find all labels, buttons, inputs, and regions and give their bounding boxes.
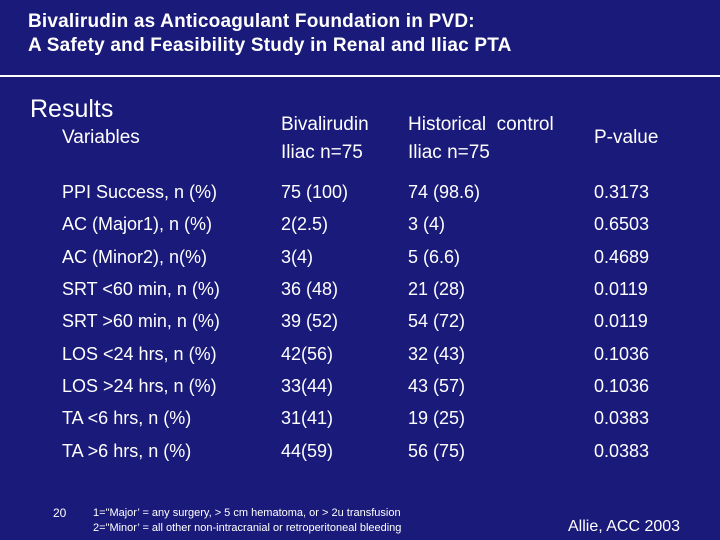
row-variable: LOS <24 hrs, n (%) xyxy=(62,344,217,364)
footnote-line-1: 1="Major’ = any surgery, > 5 cm hematoma… xyxy=(93,507,401,519)
row-bivalirudin-value: 2(2.5) xyxy=(281,214,329,234)
row-historical-value: 32 (43) xyxy=(408,344,466,364)
row-variable: LOS >24 hrs, n (%) xyxy=(62,376,217,396)
table-row: SRT <60 min, n (%) 36 (48) 21 (28) 0.011… xyxy=(0,274,720,304)
title-divider xyxy=(0,75,720,77)
row-historical-value: 43 (57) xyxy=(408,376,466,396)
row-bivalirudin-value: 33(44) xyxy=(281,376,334,396)
title-line-1: Bivalirudin as Anticoagulant Foundation … xyxy=(28,11,475,32)
title-line-2: A Safety and Feasibility Study in Renal … xyxy=(28,35,512,56)
row-historical-value: 5 (6.6) xyxy=(408,247,461,267)
header-pvalue: P-value xyxy=(594,127,659,148)
header-variables: Variables xyxy=(62,127,140,148)
table-row: TA >6 hrs, n (%) 44(59) 56 (75) 0.0383 xyxy=(0,436,720,466)
table-row: LOS <24 hrs, n (%) 42(56) 32 (43) 0.1036 xyxy=(0,339,720,369)
footnote-line-2: 2="Minor’ = all other non-intracranial o… xyxy=(93,522,402,534)
row-variable: SRT <60 min, n (%) xyxy=(62,279,220,299)
header-historical: Historical control Iliac n=75 xyxy=(408,111,554,167)
slide-title: Bivalirudin as Anticoagulant Foundation … xyxy=(28,10,718,58)
table-row: PPI Success, n (%) 75 (100) 74 (98.6) 0.… xyxy=(0,177,720,207)
row-bivalirudin-value: 75 (100) xyxy=(281,182,349,202)
header-bivalirudin-line2: Iliac n=75 xyxy=(281,142,363,163)
row-bivalirudin-value: 36 (48) xyxy=(281,279,339,299)
row-historical-value: 21 (28) xyxy=(408,279,466,299)
row-variable: SRT >60 min, n (%) xyxy=(62,311,220,331)
row-bivalirudin-value: 3(4) xyxy=(281,247,314,267)
row-pvalue: 0.4689 xyxy=(594,247,650,267)
citation: Allie, ACC 2003 xyxy=(568,518,681,535)
table-row: LOS >24 hrs, n (%) 33(44) 43 (57) 0.1036 xyxy=(0,371,720,401)
row-variable: PPI Success, n (%) xyxy=(62,182,218,202)
header-historical-line2: Iliac n=75 xyxy=(408,142,490,163)
table-row: SRT >60 min, n (%) 39 (52) 54 (72) 0.011… xyxy=(0,306,720,336)
row-pvalue: 0.1036 xyxy=(594,376,650,396)
section-heading: Results xyxy=(30,95,114,123)
table-row: AC (Minor2), n(%) 3(4) 5 (6.6) 0.4689 xyxy=(0,242,720,272)
row-pvalue: 0.1036 xyxy=(594,344,650,364)
header-bivalirudin: Bivalirudin Iliac n=75 xyxy=(281,111,369,167)
row-historical-value: 56 (75) xyxy=(408,441,466,461)
row-historical-value: 74 (98.6) xyxy=(408,182,481,202)
table-row: TA <6 hrs, n (%) 31(41) 19 (25) 0.0383 xyxy=(0,403,720,433)
row-pvalue: 0.0119 xyxy=(594,311,648,331)
row-variable: AC (Minor2), n(%) xyxy=(62,247,208,267)
row-historical-value: 54 (72) xyxy=(408,311,466,331)
header-historical-line1: Historical control xyxy=(408,114,554,135)
row-bivalirudin-value: 42(56) xyxy=(281,344,334,364)
row-historical-value: 19 (25) xyxy=(408,408,466,428)
row-pvalue: 0.6503 xyxy=(594,214,650,234)
row-variable: TA >6 hrs, n (%) xyxy=(62,441,192,461)
row-pvalue: 0.3173 xyxy=(594,182,650,202)
header-bivalirudin-line1: Bivalirudin xyxy=(281,114,369,135)
row-pvalue: 0.0119 xyxy=(594,279,648,299)
row-bivalirudin-value: 44(59) xyxy=(281,441,334,461)
row-bivalirudin-value: 31(41) xyxy=(281,408,334,428)
footnote: 1="Major’ = any surgery, > 5 cm hematoma… xyxy=(93,506,401,536)
row-pvalue: 0.0383 xyxy=(594,441,650,461)
row-historical-value: 3 (4) xyxy=(408,214,446,234)
table-row: AC (Major1), n (%) 2(2.5) 3 (4) 0.6503 xyxy=(0,209,720,239)
row-bivalirudin-value: 39 (52) xyxy=(281,311,339,331)
row-pvalue: 0.0383 xyxy=(594,408,650,428)
row-variable: AC (Major1), n (%) xyxy=(62,214,213,234)
row-variable: TA <6 hrs, n (%) xyxy=(62,408,192,428)
slide-number: 20 xyxy=(53,506,67,520)
